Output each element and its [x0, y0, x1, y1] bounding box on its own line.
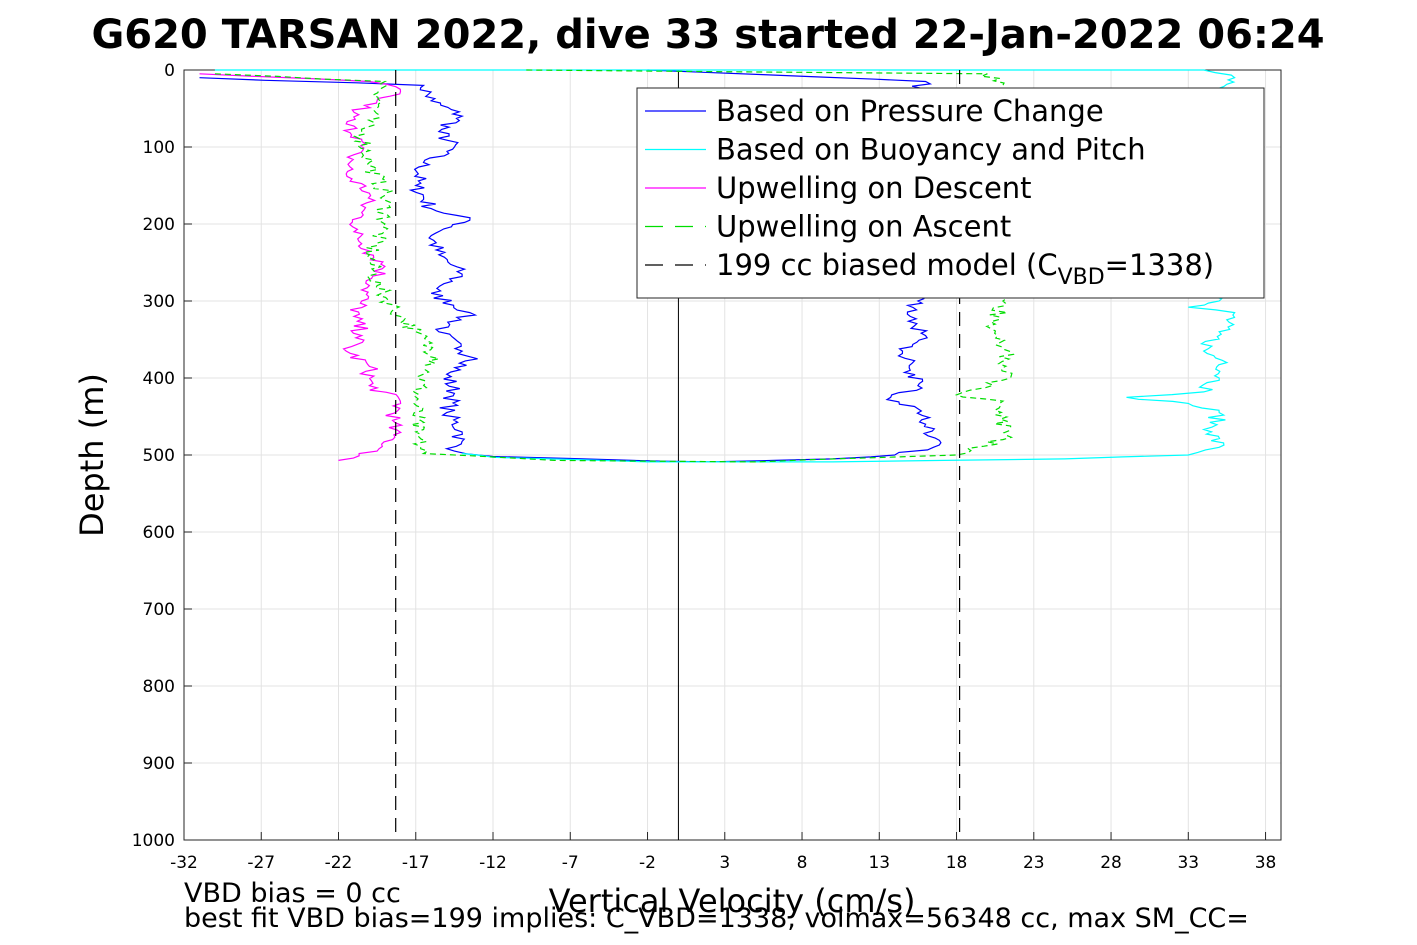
y-tick-label: 0 [164, 61, 175, 81]
x-tick-label: -2 [639, 853, 656, 873]
x-tick-label: 28 [1100, 853, 1122, 873]
legend-label-2: Based on Buoyancy and Pitch [716, 133, 1146, 167]
x-tick-label: 23 [1023, 853, 1045, 873]
tick-labels: -32 -27 -22 -17 -12 -7 -2 3 8 13 18 23 28 33 380100200… [132, 61, 1277, 873]
legend: Based on Pressure Change Based on Buoyanc… [636, 87, 1265, 299]
x-tick-label: -27 [247, 853, 275, 873]
x-tick-label: 8 [797, 853, 808, 873]
x-tick-label: 18 [946, 853, 968, 873]
x-tick-label: -22 [325, 853, 353, 873]
y-axis-label: Depth (m) [73, 373, 111, 537]
y-tick-label: 400 [143, 369, 175, 389]
legend-label-4: Upwelling on Ascent [716, 210, 1011, 244]
y-tick-label: 1000 [132, 831, 175, 851]
legend-label-5: 199 cc biased model (CVBD=1338) [716, 248, 1214, 290]
series-line-3 [199, 73, 404, 461]
y-tick-label: 600 [143, 523, 175, 543]
x-tick-label: 13 [868, 853, 890, 873]
x-tick-label: -7 [562, 853, 579, 873]
x-tick-label: -32 [170, 853, 198, 873]
y-tick-label: 800 [143, 677, 175, 697]
y-tick-label: 900 [143, 754, 175, 774]
y-tick-label: 300 [143, 292, 175, 312]
y-tick-label: 700 [143, 600, 175, 620]
legend-label-3: Upwelling on Descent [716, 171, 1032, 205]
y-tick-label: 500 [143, 446, 175, 466]
legend-box [636, 87, 1265, 299]
x-tick-label: 33 [1177, 853, 1199, 873]
x-tick-label: 38 [1255, 853, 1277, 873]
chart-title: G620 TARSAN 2022, dive 33 started 22-Jan… [91, 12, 1324, 58]
footer-vbd-bias: VBD bias = 0 cc [184, 878, 401, 909]
x-tick-label: -17 [402, 853, 430, 873]
legend-label-1: Based on Pressure Change [716, 94, 1104, 128]
y-tick-label: 200 [143, 215, 175, 235]
x-tick-label: -12 [479, 853, 507, 873]
y-tick-label: 100 [143, 138, 175, 158]
footer-best-fit: best fit VBD bias=199 implies: C_VBD=133… [184, 903, 1249, 934]
x-axis-label: Vertical Velocity (cm/s) [549, 882, 916, 920]
x-tick-label: 3 [719, 853, 730, 873]
